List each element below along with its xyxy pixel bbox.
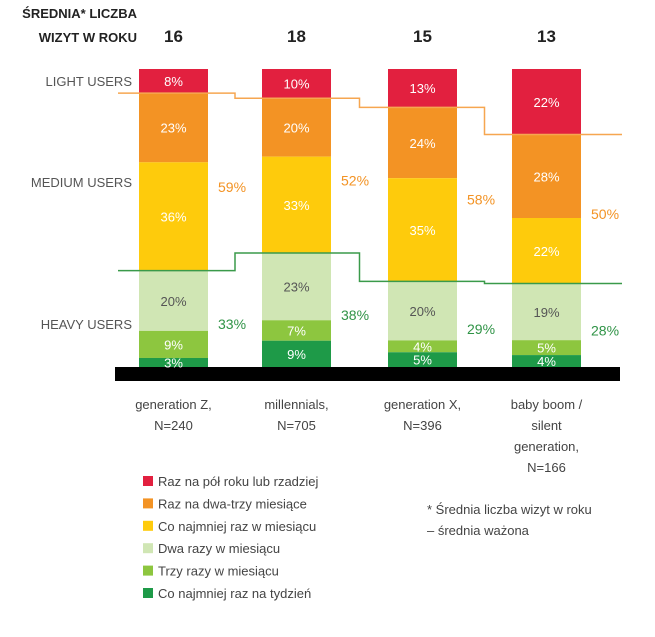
legend-swatch	[143, 520, 153, 531]
footnote-line2: – średnia ważona	[427, 523, 530, 538]
data-label: 35%	[409, 223, 435, 238]
bar-segment	[139, 69, 208, 94]
legend-swatch	[143, 565, 153, 576]
bar-segment	[512, 218, 581, 284]
category-label: N=166	[527, 460, 566, 475]
bar-segment	[262, 69, 331, 99]
bar-segment	[512, 283, 581, 341]
bar-segment	[388, 340, 457, 353]
data-label: 3%	[164, 355, 183, 370]
row-label-light: LIGHT USERS	[46, 74, 133, 89]
row-label-heavy: HEAVY USERS	[41, 317, 133, 332]
bar-segment	[512, 355, 581, 367]
bar-segment	[262, 98, 331, 157]
bar-segment	[388, 281, 457, 341]
row-label-medium: MEDIUM USERS	[31, 175, 132, 190]
medium-total-label: 58%	[467, 191, 495, 207]
data-label: 5%	[413, 353, 432, 368]
header-line2: WIZYT W ROKU	[39, 30, 137, 45]
data-label: 28%	[533, 169, 559, 184]
avg-visits-label: 13	[537, 27, 556, 46]
data-label: 4%	[537, 354, 556, 369]
category-label: generation X,	[384, 397, 461, 412]
data-label: 4%	[413, 339, 432, 354]
data-label: 33%	[283, 198, 309, 213]
category-label: millennials,	[264, 397, 328, 412]
data-label: 22%	[533, 95, 559, 110]
data-label: 7%	[287, 323, 306, 338]
category-label: N=705	[277, 418, 316, 433]
data-label: 19%	[533, 305, 559, 320]
legend-swatch	[143, 498, 153, 509]
legend-label: Co najmniej raz na tydzień	[158, 586, 311, 601]
heavy-total-label: 28%	[591, 322, 619, 338]
category-label: silent	[531, 418, 562, 433]
legend-label: Co najmniej raz w miesiącu	[158, 519, 316, 534]
bar-segment	[262, 156, 331, 254]
legend-label: Raz na dwa-trzy miesiące	[158, 496, 307, 511]
medium-total-label: 52%	[341, 173, 369, 189]
legend-swatch	[143, 476, 153, 486]
data-label: 10%	[283, 77, 309, 92]
bar-segment	[512, 134, 581, 218]
heavy-total-label: 33%	[218, 316, 246, 332]
data-label: 22%	[533, 244, 559, 259]
bar-segment	[139, 270, 208, 331]
legend-label: Raz na pół roku lub rzadziej	[158, 474, 319, 489]
data-label: 8%	[164, 74, 183, 89]
bar-segment	[388, 107, 457, 179]
medium-total-label: 50%	[591, 206, 619, 222]
data-label: 20%	[160, 294, 186, 309]
bar-segment	[262, 253, 331, 321]
bar-segment	[262, 340, 331, 367]
heavy-total-label: 29%	[467, 321, 495, 337]
bar-segment	[139, 162, 208, 271]
bar-segment	[388, 69, 457, 108]
data-label: 36%	[160, 209, 186, 224]
bar-segment	[388, 352, 457, 367]
avg-visits-label: 18	[287, 27, 306, 46]
header-line1: ŚREDNIA* LICZBA	[22, 6, 137, 21]
bar-segment	[139, 93, 208, 163]
bar-segment	[388, 178, 457, 282]
avg-visits-label: 15	[413, 27, 432, 46]
legend-label: Dwa razy w miesiącu	[158, 541, 280, 556]
legend-swatch	[143, 588, 153, 598]
footnote-line1: * Średnia liczba wizyt w roku	[427, 502, 592, 517]
light-medium-divider-line	[118, 92, 622, 136]
category-label: N=240	[154, 418, 193, 433]
medium-heavy-divider-line	[118, 252, 622, 285]
bar-segment	[512, 69, 581, 135]
category-label: N=396	[403, 418, 442, 433]
medium-total-label: 59%	[218, 179, 246, 195]
bar-segment	[139, 330, 208, 358]
data-label: 20%	[409, 304, 435, 319]
data-label: 5%	[537, 341, 556, 356]
baseline-bar	[115, 367, 620, 381]
bar-segment	[262, 320, 331, 341]
data-label: 23%	[283, 280, 309, 295]
data-label: 9%	[287, 347, 306, 362]
bar-segment	[139, 357, 208, 367]
data-label: 13%	[409, 81, 435, 96]
legend-label: Trzy razy w miesiącu	[158, 564, 279, 579]
data-label: 23%	[160, 121, 186, 136]
category-label: baby boom /	[511, 397, 583, 412]
category-label: generation Z,	[135, 397, 212, 412]
data-label: 9%	[164, 337, 183, 352]
heavy-total-label: 38%	[341, 307, 369, 323]
bar-segment	[512, 340, 581, 356]
data-label: 20%	[283, 120, 309, 135]
avg-visits-label: 16	[164, 27, 183, 46]
data-label: 24%	[409, 136, 435, 151]
category-label: generation,	[514, 439, 579, 454]
legend-swatch	[143, 543, 153, 554]
